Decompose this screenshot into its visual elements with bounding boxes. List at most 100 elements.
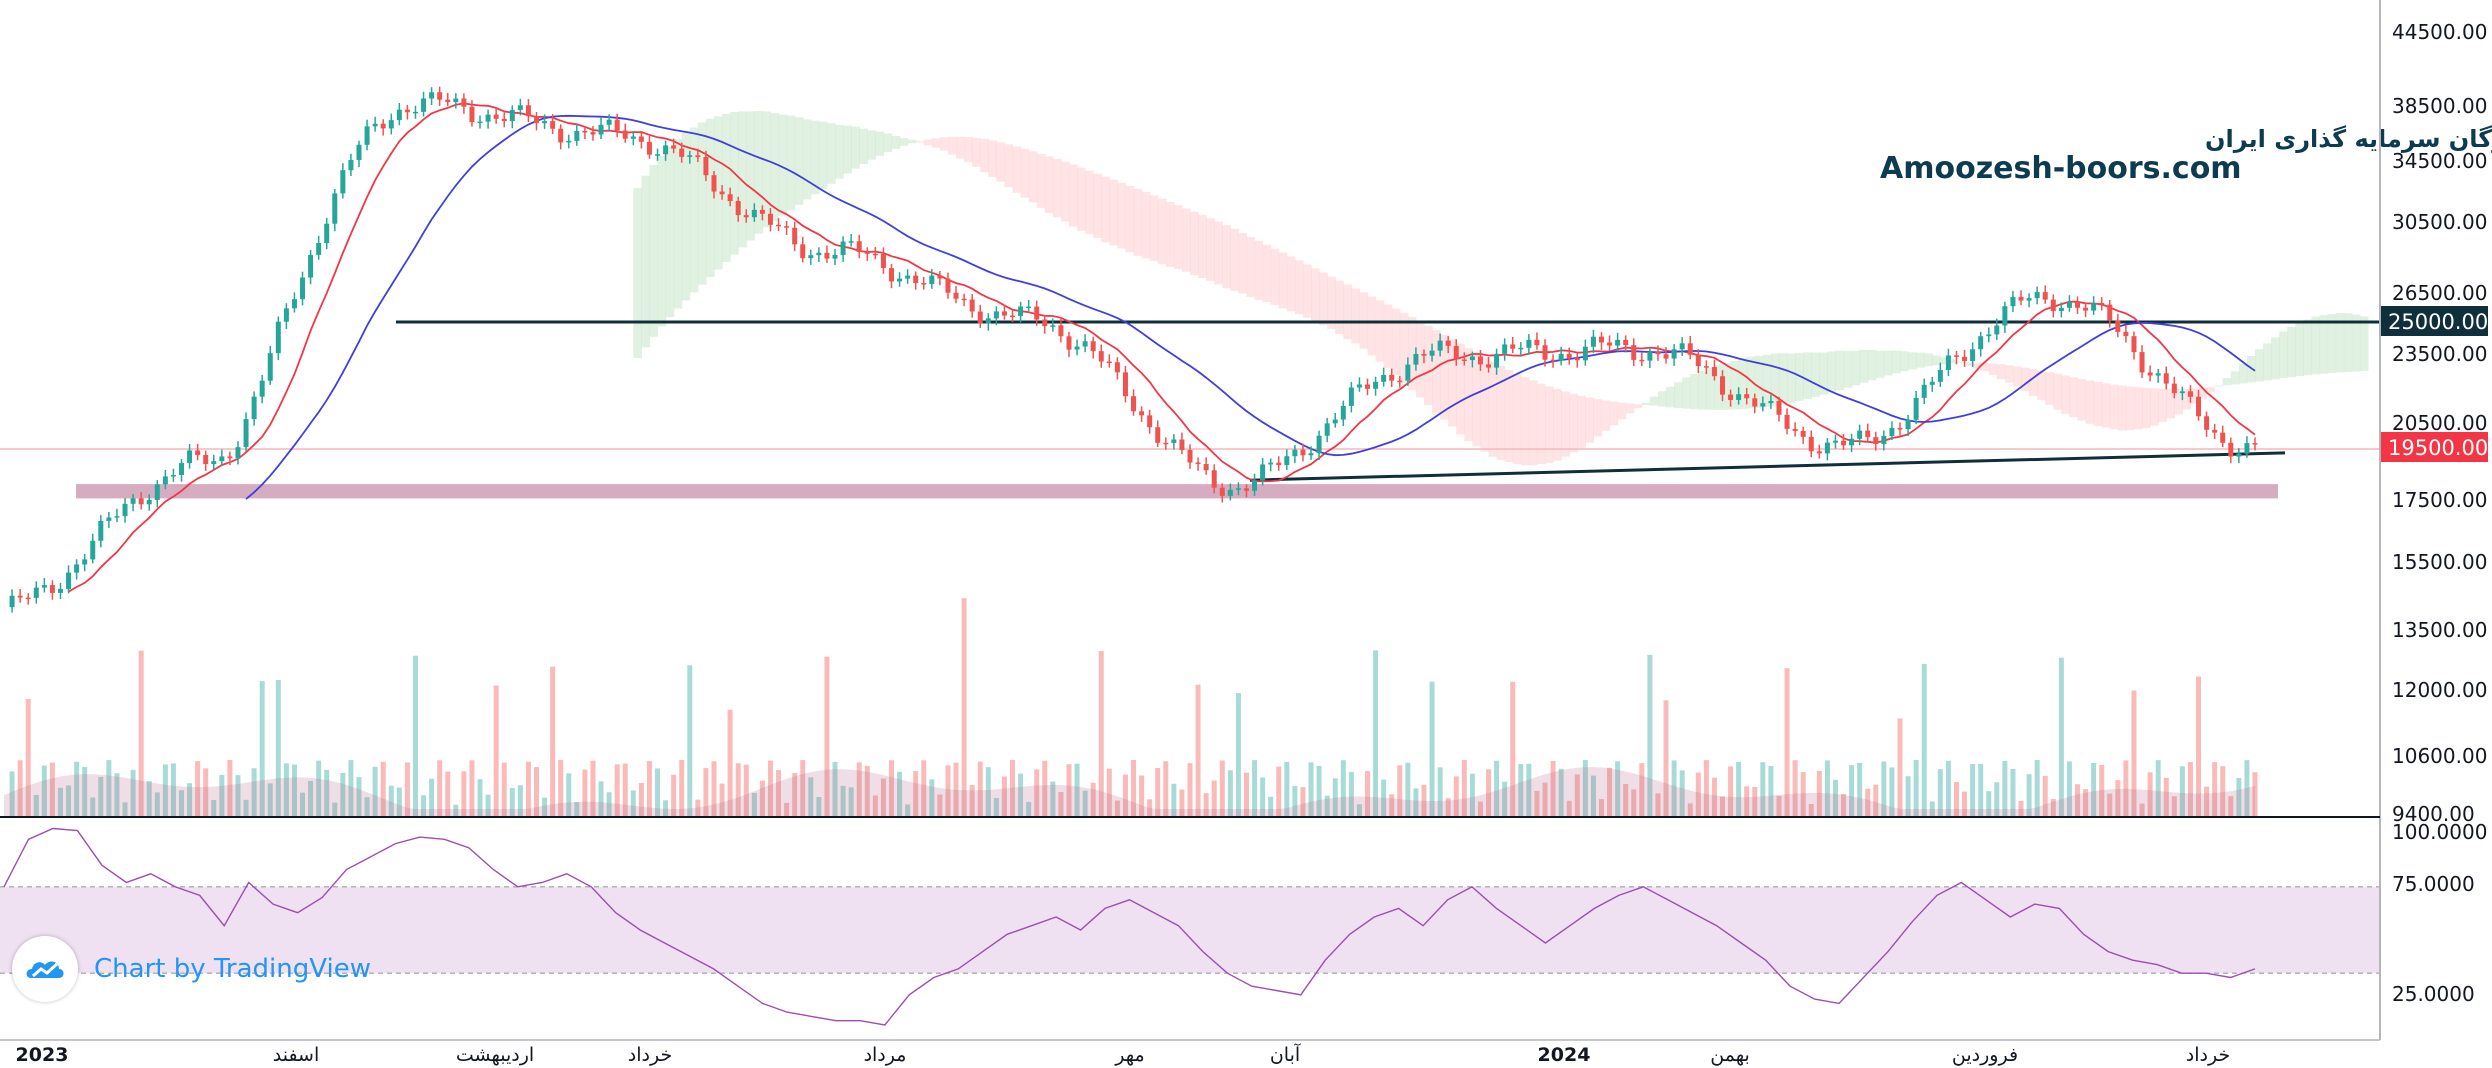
candle-body [1131, 396, 1137, 412]
candle-body [1034, 306, 1040, 320]
cloud-segment [810, 120, 820, 195]
candle [2034, 286, 2040, 305]
volume-bar [1970, 764, 1976, 817]
cloud-segment [1391, 308, 1401, 376]
price-tick: 10600.00 [2392, 744, 2487, 768]
candle [1566, 347, 1572, 365]
candle [525, 99, 531, 123]
cloud-segment [2263, 343, 2272, 381]
candle [993, 306, 999, 326]
candle [2171, 376, 2177, 399]
candle [1816, 444, 1822, 459]
cloud-segment [794, 117, 804, 205]
cloud-segment [1238, 232, 1248, 294]
volume-bar [727, 709, 733, 817]
volume-bar [154, 792, 160, 817]
candle [1671, 344, 1677, 366]
candle [888, 264, 894, 289]
candle-body [1074, 346, 1080, 350]
candle [679, 142, 685, 163]
cloud-segment [1536, 383, 1546, 465]
candle-body [2010, 296, 2016, 307]
candle [1010, 310, 1016, 322]
candle [348, 153, 354, 177]
volume-bar [792, 772, 798, 817]
volume-bar [1865, 788, 1871, 817]
cloud-segment [996, 142, 1006, 182]
cloud-segment [1141, 192, 1151, 259]
candle-body [1389, 374, 1395, 381]
candle-body [1518, 347, 1524, 350]
candle [743, 209, 749, 223]
candle [622, 123, 628, 143]
candle [703, 150, 709, 182]
candle [1800, 426, 1806, 444]
rsi-pane [0, 827, 2380, 1026]
volume-bar [356, 777, 362, 817]
candle-body [2018, 296, 2024, 301]
candle-body [1615, 339, 1621, 346]
volume-bar [2075, 784, 2081, 817]
candle-body [2212, 429, 2218, 433]
candle-body [1542, 345, 1548, 360]
volume-bar [638, 782, 644, 817]
candle-body [146, 499, 152, 505]
candle [2058, 302, 2064, 318]
cloud-segment [1811, 352, 1820, 397]
candle-body [251, 396, 257, 420]
candle-body [2187, 391, 2193, 397]
candle [566, 134, 572, 149]
candle-body [1300, 449, 1306, 456]
candle-body [283, 308, 289, 322]
candle-body [25, 597, 31, 600]
candle [2099, 297, 2105, 311]
candle [1469, 351, 1475, 368]
volume-bar [719, 783, 725, 817]
volume-bar [477, 779, 483, 817]
candle-body [1510, 344, 1516, 349]
candle [687, 150, 693, 164]
candle [1736, 387, 1742, 405]
cloud-segment [2166, 388, 2175, 419]
volume-bar [1147, 799, 1153, 817]
candle-body [1268, 462, 1274, 465]
candle-body [792, 227, 798, 245]
trendline [1249, 451, 2286, 482]
candle [291, 292, 297, 313]
candle [404, 104, 410, 120]
volume-bar [291, 764, 297, 817]
volume-bar [1542, 782, 1548, 817]
tradingview-badge[interactable]: Chart by TradingView [12, 936, 371, 1002]
volume-bar [1824, 760, 1830, 817]
candle [1970, 342, 1976, 367]
candle [2236, 448, 2242, 464]
candle-body [1720, 376, 1726, 395]
volume-bar [1566, 800, 1572, 817]
candle [2228, 437, 2234, 464]
cloud-segment [1214, 221, 1223, 285]
candle-body [114, 516, 120, 518]
candle [1373, 376, 1379, 396]
candle [1082, 334, 1088, 353]
price-axis: 44500.00 38500.00 34500.00 30500.00 2650… [2381, 20, 2488, 826]
volume-bar [1631, 789, 1637, 817]
candle [590, 126, 596, 141]
volume-bar [558, 760, 564, 817]
candle-body [872, 253, 878, 256]
volume-bar [1937, 769, 1943, 817]
candle [856, 234, 862, 259]
candle [1445, 336, 1451, 354]
cloud-segment [2037, 370, 2046, 401]
cloud-segment [1980, 362, 1990, 372]
candle-body [412, 111, 418, 114]
volume-bar [2123, 760, 2129, 817]
volume-bar [646, 761, 652, 817]
candle-body [82, 559, 88, 565]
volume-bar [1744, 786, 1750, 817]
cloud-segment [2029, 369, 2038, 397]
volume-bar [751, 792, 757, 817]
candle [509, 105, 515, 129]
candle-body [1808, 436, 1814, 452]
cloud-segment [730, 111, 739, 255]
